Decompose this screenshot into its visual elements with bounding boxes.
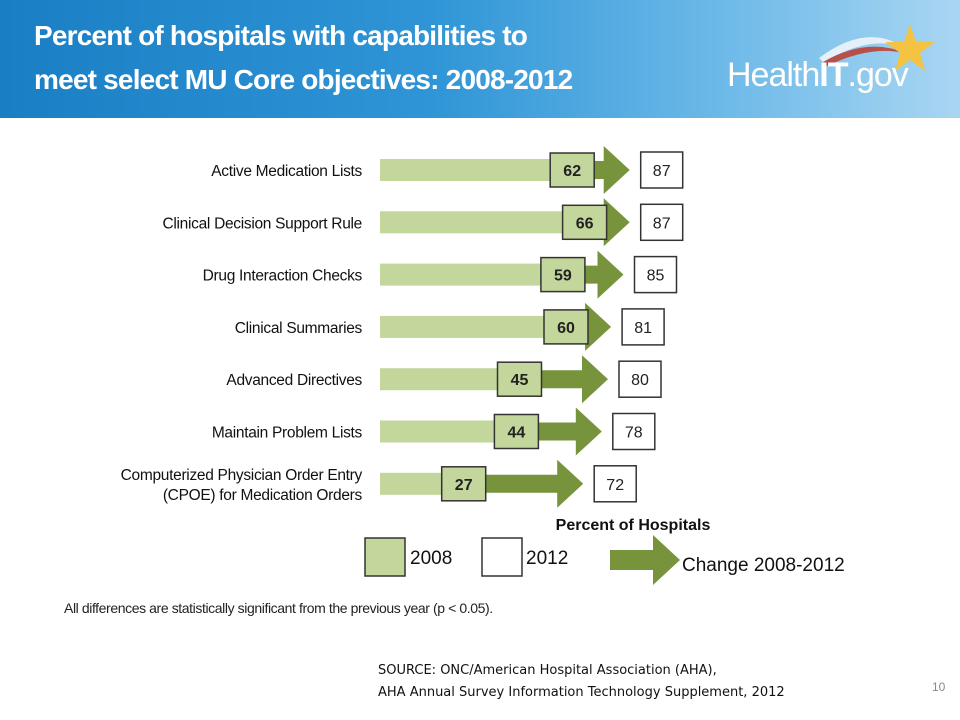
value-box-2012 — [593, 465, 637, 503]
source-line-2: AHA Annual Survey Information Technology… — [378, 685, 785, 700]
legend-swatch-2012 — [481, 537, 523, 577]
change-arrow — [536, 407, 602, 456]
value-label-2008: 27 — [455, 477, 473, 494]
value-label-2008: 66 — [576, 215, 594, 232]
legend-label-2008: 2008 — [410, 548, 452, 569]
value-label-2012: 81 — [634, 320, 652, 337]
bar-2008 — [380, 211, 585, 234]
value-label-2012: 87 — [653, 163, 671, 180]
source-citation: SOURCE: ONC/American Hospital Associatio… — [378, 660, 785, 704]
significance-footnote: All differences are statistically signif… — [64, 600, 493, 616]
category-label: Clinical Summaries — [235, 320, 363, 337]
category-label: Advanced Directives — [226, 372, 362, 389]
change-arrow — [592, 146, 630, 194]
bar-2008 — [380, 368, 520, 391]
title-line-2: meet select MU Core objectives: 2008-201… — [34, 64, 573, 95]
value-label-2012: 87 — [653, 215, 671, 232]
value-box-2012 — [621, 308, 665, 346]
category-label: Computerized Physician Order Entry — [121, 467, 363, 484]
value-label-2012: 78 — [625, 425, 643, 442]
legend-swatch-change-arrow — [610, 535, 680, 585]
slide-header: Percent of hospitals with capabilities t… — [0, 0, 960, 118]
legend-label-change: Change 2008-2012 — [682, 555, 845, 576]
value-label-2012: 80 — [631, 372, 649, 389]
logo-wordmark: HealthIT.gov — [727, 56, 909, 95]
category-label: Active Medication Lists — [211, 163, 362, 180]
value-label-2012: 72 — [606, 477, 624, 494]
value-box-2008 — [561, 204, 608, 241]
bar-2008 — [380, 263, 563, 286]
hospital-capabilities-chart: Active Medication Lists 62 87 Clinical Deci… — [121, 146, 845, 585]
value-box-2012 — [633, 255, 678, 294]
bar-2008 — [380, 315, 566, 338]
logo-swoosh-star-icon — [819, 24, 935, 71]
value-box-2008 — [543, 309, 589, 345]
value-label-2008: 59 — [554, 268, 572, 285]
legend-swatch-2008 — [364, 537, 406, 577]
page-number: 10 — [932, 680, 946, 694]
value-box-2012 — [618, 360, 662, 398]
category-label: (CPOE) for Medication Orders — [163, 487, 363, 504]
value-box-2008 — [540, 256, 586, 293]
value-label-2008: 44 — [508, 425, 526, 442]
value-box-2008 — [549, 152, 595, 188]
change-arrow — [585, 302, 612, 351]
logo-it: IT — [819, 56, 848, 94]
value-box-2008 — [493, 413, 540, 450]
slide-title: Percent of hospitals with capabilities t… — [34, 14, 694, 102]
legend-label-2012: 2012 — [526, 548, 568, 569]
category-label: Maintain Problem Lists — [212, 425, 363, 442]
value-box-2012 — [639, 151, 684, 189]
value-label-2008: 45 — [511, 372, 529, 389]
value-label-2008: 60 — [557, 320, 575, 337]
title-line-1: Percent of hospitals with capabilities t… — [34, 20, 528, 51]
x-axis-label: Percent of Hospitals — [556, 517, 711, 534]
change-arrow — [539, 355, 608, 404]
change-arrow — [603, 198, 630, 247]
value-label-2008: 62 — [563, 163, 581, 180]
logo-gov: .gov — [847, 56, 909, 94]
category-label: Clinical Decision Support Rule — [163, 215, 363, 232]
bar-2008 — [380, 159, 573, 181]
change-arrow — [483, 459, 584, 508]
value-box-2008 — [440, 466, 487, 502]
source-line-1: SOURCE: ONC/American Hospital Associatio… — [378, 663, 717, 678]
value-label-2012: 85 — [647, 268, 665, 285]
value-box-2012 — [639, 203, 684, 242]
logo-health: Health — [727, 56, 820, 94]
category-label: Drug Interaction Checks — [203, 268, 363, 285]
healthit-logo: HealthIT.gov — [727, 18, 937, 108]
value-box-2012 — [612, 412, 656, 451]
change-arrow — [582, 250, 624, 299]
value-box-2008 — [496, 361, 543, 397]
bar-2008 — [380, 420, 517, 443]
